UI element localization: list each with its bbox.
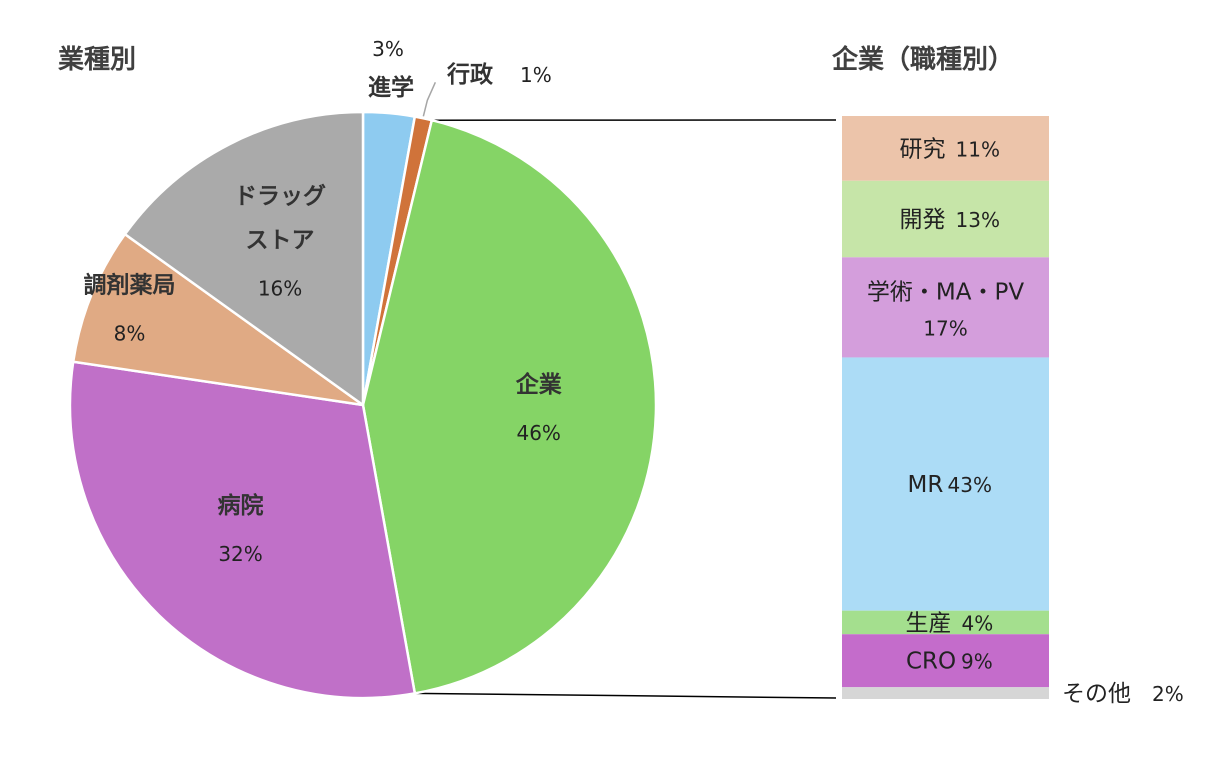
pie-leader-line-1	[422, 81, 437, 117]
pie-value-label-1: 1%	[520, 63, 552, 87]
bar-segment-2	[842, 257, 1049, 358]
bar-segment-4	[842, 610, 1049, 635]
pie-label-3: 病院	[218, 492, 264, 519]
pie-label-0: 進学	[368, 74, 414, 101]
pie-label-2: 企業	[515, 371, 563, 398]
pie-slices	[68, 110, 658, 700]
pie-slice-5	[123, 110, 365, 408]
bar-value-label-6: 2%	[1152, 682, 1184, 706]
bar-segment-6	[842, 687, 1049, 699]
bar-segment-5	[842, 634, 1049, 688]
connector-line-bottom	[414, 692, 837, 699]
bar-title: 企業（職種別）	[832, 44, 1014, 75]
bar-value-label-3: 43%	[948, 473, 992, 497]
bar-value-label-4: 4%	[962, 611, 994, 635]
pie-slice-4	[71, 232, 364, 407]
pie-value-label-0: 3%	[372, 37, 404, 61]
pie-title: 業種別	[58, 45, 136, 75]
connector-lines	[414, 119, 837, 699]
pie-value-label-2: 46%	[516, 421, 560, 445]
pie-label-5-1: ストア	[246, 227, 315, 253]
bar-label-0: 研究	[900, 136, 946, 162]
pie-label-1: 行政	[446, 61, 494, 88]
pie-label-5-0: ドラッグ	[234, 182, 326, 209]
bar-label-5: CRO	[906, 649, 956, 675]
pie-slice-2	[361, 118, 658, 695]
bar-value-label-2: 17%	[923, 316, 967, 340]
bar-segment-1	[842, 180, 1049, 258]
bar-label-1: 開発	[900, 207, 946, 233]
bar-segments	[842, 116, 1049, 699]
pie-value-label-5: 16%	[258, 276, 302, 300]
bar-label-6: その他	[1062, 681, 1131, 707]
bar-value-label-5: 9%	[961, 650, 993, 674]
pie-label-4: 調剤薬局	[83, 271, 175, 298]
bar-label-2: 学術・MA・PV	[867, 279, 1024, 305]
pie-slice-3	[68, 360, 417, 700]
bar-value-label-1: 13%	[956, 208, 1000, 232]
bar-value-label-0: 11%	[956, 137, 1000, 161]
pie-value-label-4: 8%	[114, 321, 146, 345]
pie-value-label-3: 32%	[218, 542, 262, 566]
bar-segment-3	[842, 357, 1049, 611]
bar-label-4: 生産	[906, 610, 952, 636]
bar-segment-0	[842, 116, 1049, 181]
bar-label-3: MR	[908, 472, 944, 498]
